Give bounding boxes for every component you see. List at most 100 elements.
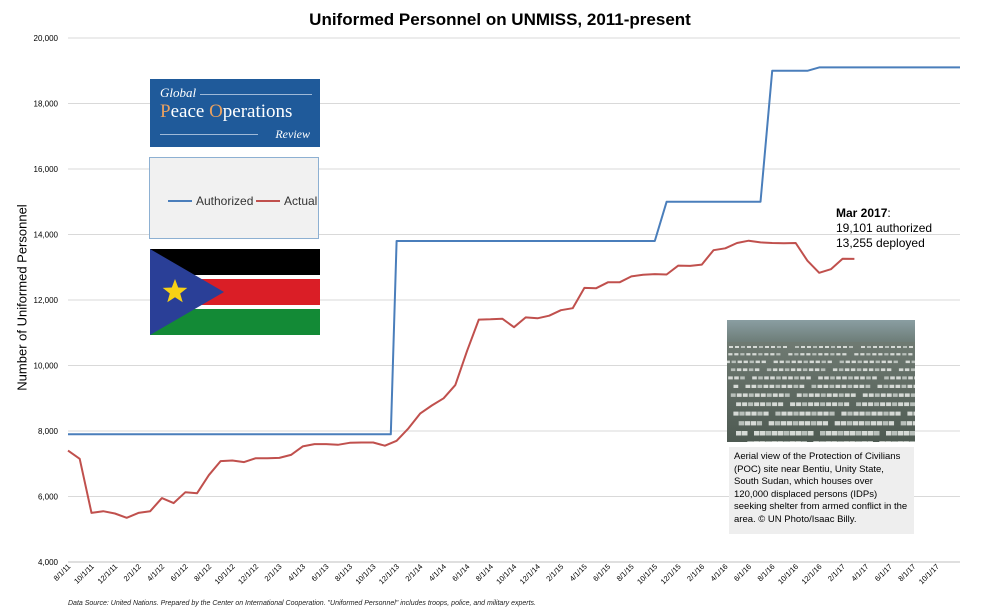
photo-shelter (896, 376, 901, 380)
photo-shelter (740, 353, 745, 356)
photo-shelter (847, 411, 853, 416)
photo-shelter (872, 376, 877, 380)
photo-shelter (871, 411, 877, 416)
flag-star-icon (162, 279, 188, 303)
photo-shelter (784, 368, 790, 372)
photo-shelter (727, 360, 730, 364)
photo-shelter (868, 393, 874, 397)
x-tick-label: 12/1/12 (236, 562, 260, 586)
photo-shelter (774, 421, 781, 426)
x-tick-label: 12/1/13 (377, 562, 401, 586)
photo-shelter (816, 421, 823, 426)
photo-shelter (874, 368, 880, 372)
photo-shelter (898, 402, 904, 407)
photo-shelter (766, 393, 772, 397)
photo-shelter (754, 402, 760, 407)
photo-shelter (741, 346, 745, 348)
photo-shelter (866, 376, 871, 380)
logo-word-perations: perations (222, 101, 293, 122)
photo-shelter (844, 402, 850, 407)
photo-shelter (747, 441, 753, 442)
x-tick-label: 2/1/16 (685, 562, 706, 583)
photo-shelter (852, 421, 859, 426)
photo-shelter (817, 384, 823, 388)
photo-shelter (898, 368, 904, 372)
flag-blue-triangle (150, 249, 224, 335)
photo-shelter (878, 353, 883, 356)
x-tick-label: 6/1/15 (591, 562, 612, 583)
photo-shelter (748, 393, 754, 397)
photo-shelter (896, 353, 901, 356)
x-tick-label: 10/1/13 (354, 562, 378, 586)
photo-shelter (910, 393, 915, 397)
photo-shelter (868, 431, 874, 436)
photo-shelter (735, 346, 739, 348)
photo-shelter (850, 368, 856, 372)
photo-shelter (800, 353, 805, 356)
photo-shelter (885, 346, 889, 348)
photo-shelter (863, 360, 868, 364)
y-tick-label: 14,000 (34, 231, 59, 240)
photo-shelter (751, 411, 757, 416)
photo-shelter (752, 376, 757, 380)
photo-shelter (879, 346, 883, 348)
chart-legend: Authorized Actual (149, 157, 319, 239)
photo-shelter (791, 360, 796, 364)
photo-shelter (777, 346, 781, 348)
x-tick-label: 10/1/15 (635, 562, 659, 586)
photo-shelter (802, 402, 808, 407)
photo-shelters (727, 346, 915, 442)
photo-shelter (907, 411, 913, 416)
photo-shelter (814, 368, 820, 372)
x-tick-label: 12/1/16 (800, 562, 824, 586)
photo-shelter (745, 384, 751, 388)
photo-shelter (832, 431, 838, 436)
photo-shelter (731, 360, 736, 364)
photo-shelter (859, 411, 865, 416)
photo-shelter (913, 411, 915, 416)
photo-shelter (849, 346, 853, 348)
photo-shelter (885, 441, 891, 442)
photo-shelter (785, 360, 790, 364)
photo-shelter (804, 421, 811, 426)
photo-shelter (728, 353, 733, 356)
photo-shelter (790, 431, 796, 436)
photo-shelter (763, 384, 769, 388)
photo-shelter (790, 368, 796, 372)
photo-shelter (734, 376, 739, 380)
photo-shelter (888, 421, 895, 426)
photo-shelter (820, 368, 826, 372)
photo-shelter (866, 353, 871, 356)
legend-swatch-actual (256, 200, 280, 202)
photo-shelter (733, 411, 739, 416)
series-line-actual (67, 239, 855, 519)
photo-shelter (912, 421, 915, 426)
photo-shelter (874, 393, 880, 397)
photo-shelter (815, 360, 820, 364)
photo-shelter (877, 411, 883, 416)
photo-shelter (757, 384, 763, 388)
photo-shelter (759, 441, 765, 442)
photo-shelter (836, 376, 841, 380)
photo-shelter (906, 421, 913, 426)
x-tick-label: 10/1/12 (213, 562, 237, 586)
x-tick-label: 2/1/17 (826, 562, 847, 583)
photo-shelter (823, 384, 829, 388)
photo-shelter (740, 376, 745, 380)
photo-shelter (796, 393, 802, 397)
photo-shelter (810, 421, 817, 426)
photo-shelter (739, 411, 745, 416)
photo-shelter (738, 421, 745, 426)
x-tick-label: 4/1/12 (145, 562, 166, 583)
photo-shelter (794, 353, 799, 356)
photo-shelter (808, 431, 814, 436)
annotation-heading-row: Mar 2017: (836, 206, 891, 220)
logo-word-eace: eace (170, 101, 210, 122)
photo-shelter (770, 353, 775, 356)
photo-shelter (895, 411, 901, 416)
annotation-heading: Mar 2017 (836, 206, 888, 220)
photo-shelter (754, 393, 760, 397)
y-tick-label: 4,000 (38, 558, 59, 567)
photo-shelter (760, 402, 766, 407)
y-tick-label: 8,000 (38, 427, 59, 436)
